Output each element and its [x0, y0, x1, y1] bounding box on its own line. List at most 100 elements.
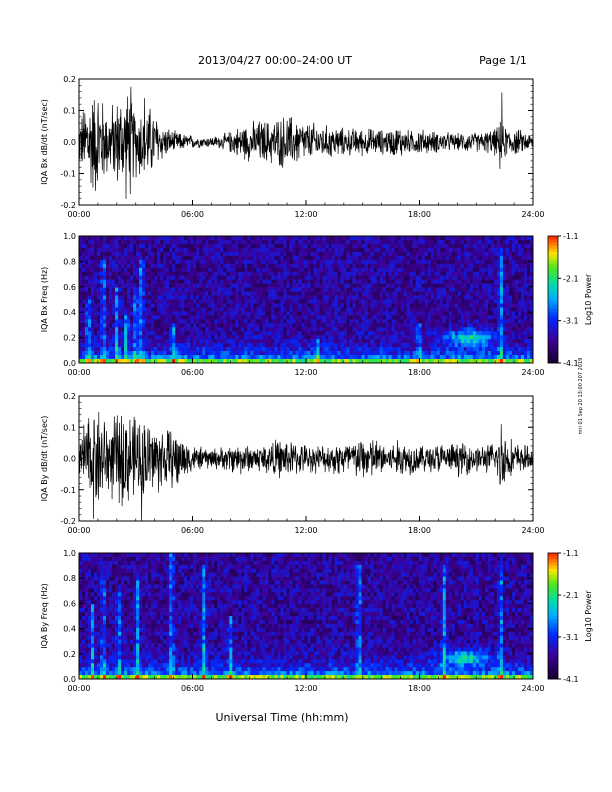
heatmap-cell — [364, 279, 368, 284]
heatmap-cell — [430, 239, 435, 245]
heatmap-cell — [478, 351, 483, 356]
heatmap-cell — [211, 291, 215, 296]
heatmap-cell — [250, 287, 254, 292]
heatmap-cell — [409, 343, 414, 348]
heatmap-cell — [97, 319, 101, 324]
heatmap-cell — [460, 343, 465, 348]
heatmap-cell — [520, 251, 525, 257]
heatmap-cell — [334, 335, 338, 340]
heatmap-cell — [409, 311, 414, 316]
heatmap-cell — [412, 315, 417, 320]
heatmap-cell — [196, 291, 200, 296]
heatmap-cell — [493, 271, 498, 276]
heatmap-cell — [322, 255, 326, 261]
heatmap-cell — [355, 323, 359, 328]
heatmap-cell — [235, 355, 239, 360]
heatmap-cell — [478, 355, 483, 360]
heatmap-cell — [331, 307, 335, 312]
heatmap-cell — [262, 259, 266, 265]
heatmap-cell — [481, 327, 486, 332]
heatmap-cell — [310, 271, 314, 276]
heatmap-cell — [475, 243, 480, 249]
heatmap-cell — [484, 295, 489, 300]
heatmap-cell — [124, 239, 128, 245]
heatmap-cell — [310, 295, 314, 300]
heatmap-cell — [331, 303, 335, 308]
heatmap-cell — [115, 247, 119, 253]
heatmap-cell — [235, 287, 239, 292]
heatmap-cell — [172, 263, 176, 269]
heatmap-cell — [379, 359, 383, 364]
heatmap-cell — [292, 275, 296, 280]
heatmap-cell — [169, 259, 173, 265]
heatmap-cell — [157, 283, 161, 288]
heatmap-cell — [124, 311, 128, 316]
heatmap-cell — [310, 255, 314, 261]
heatmap-cell — [289, 311, 293, 316]
heatmap-cell — [394, 359, 399, 364]
heatmap-cell — [484, 335, 489, 340]
heatmap-cell — [226, 323, 230, 328]
heatmap-cell — [223, 243, 227, 249]
heatmap-cell — [301, 359, 305, 364]
heatmap-cell — [127, 339, 131, 344]
heatmap-cell — [499, 311, 504, 316]
heatmap-cell — [262, 287, 266, 292]
heatmap-cell — [406, 319, 411, 324]
heatmap-cell — [376, 236, 380, 241]
heatmap-cell — [127, 303, 131, 308]
heatmap-cell — [109, 279, 113, 284]
heatmap-cell — [190, 255, 194, 261]
heatmap-cell — [163, 339, 167, 344]
heatmap-cell — [328, 347, 332, 352]
heatmap-cell — [175, 351, 179, 356]
heatmap-cell — [307, 255, 311, 261]
heatmap-cell — [142, 351, 146, 356]
heatmap-cell — [94, 327, 98, 332]
heatmap-cell — [226, 319, 230, 324]
heatmap-cell — [448, 307, 453, 312]
heatmap-cell — [409, 239, 414, 245]
heatmap-cell — [328, 247, 332, 253]
heatmap-cell — [460, 331, 465, 336]
heatmap-cell — [490, 339, 495, 344]
heatmap-cell — [502, 315, 507, 320]
heatmap-cell — [376, 331, 380, 336]
heatmap-cell — [148, 347, 152, 352]
heatmap-cell — [151, 299, 155, 304]
heatmap-cell — [355, 239, 359, 245]
heatmap-cell — [100, 287, 104, 292]
heatmap-cell — [202, 291, 206, 296]
heatmap-cell — [190, 267, 194, 273]
heatmap-cell — [433, 299, 438, 304]
heatmap-cell — [343, 339, 347, 344]
heatmap-cell — [190, 291, 194, 296]
heatmap-cell — [508, 243, 513, 249]
heatmap-cell — [172, 347, 176, 352]
heatmap-cell — [247, 319, 251, 324]
heatmap-cell — [118, 307, 122, 312]
heatmap-cell — [163, 355, 167, 360]
heatmap-cell — [250, 263, 254, 269]
heatmap-cell — [274, 319, 278, 324]
heatmap-cell — [352, 291, 356, 296]
heatmap-cell — [349, 239, 353, 245]
heatmap-cell — [202, 303, 206, 308]
heatmap-cell — [514, 243, 519, 249]
heatmap-cell — [193, 299, 197, 304]
heatmap-cell — [175, 271, 179, 276]
heatmap-cell — [520, 339, 525, 344]
heatmap-cell — [106, 299, 110, 304]
heatmap-cell — [325, 275, 329, 280]
heatmap-cell — [145, 339, 149, 344]
heatmap-cell — [454, 251, 459, 257]
heatmap-cell — [316, 259, 320, 265]
heatmap-cell — [82, 263, 86, 269]
heatmap-cell — [313, 239, 317, 245]
heatmap-cell — [442, 347, 447, 352]
heatmap-cell — [499, 351, 504, 356]
heatmap-cell — [493, 279, 498, 284]
heatmap-cell — [433, 247, 438, 253]
heatmap-cell — [469, 315, 474, 320]
heatmap-cell — [169, 295, 173, 300]
